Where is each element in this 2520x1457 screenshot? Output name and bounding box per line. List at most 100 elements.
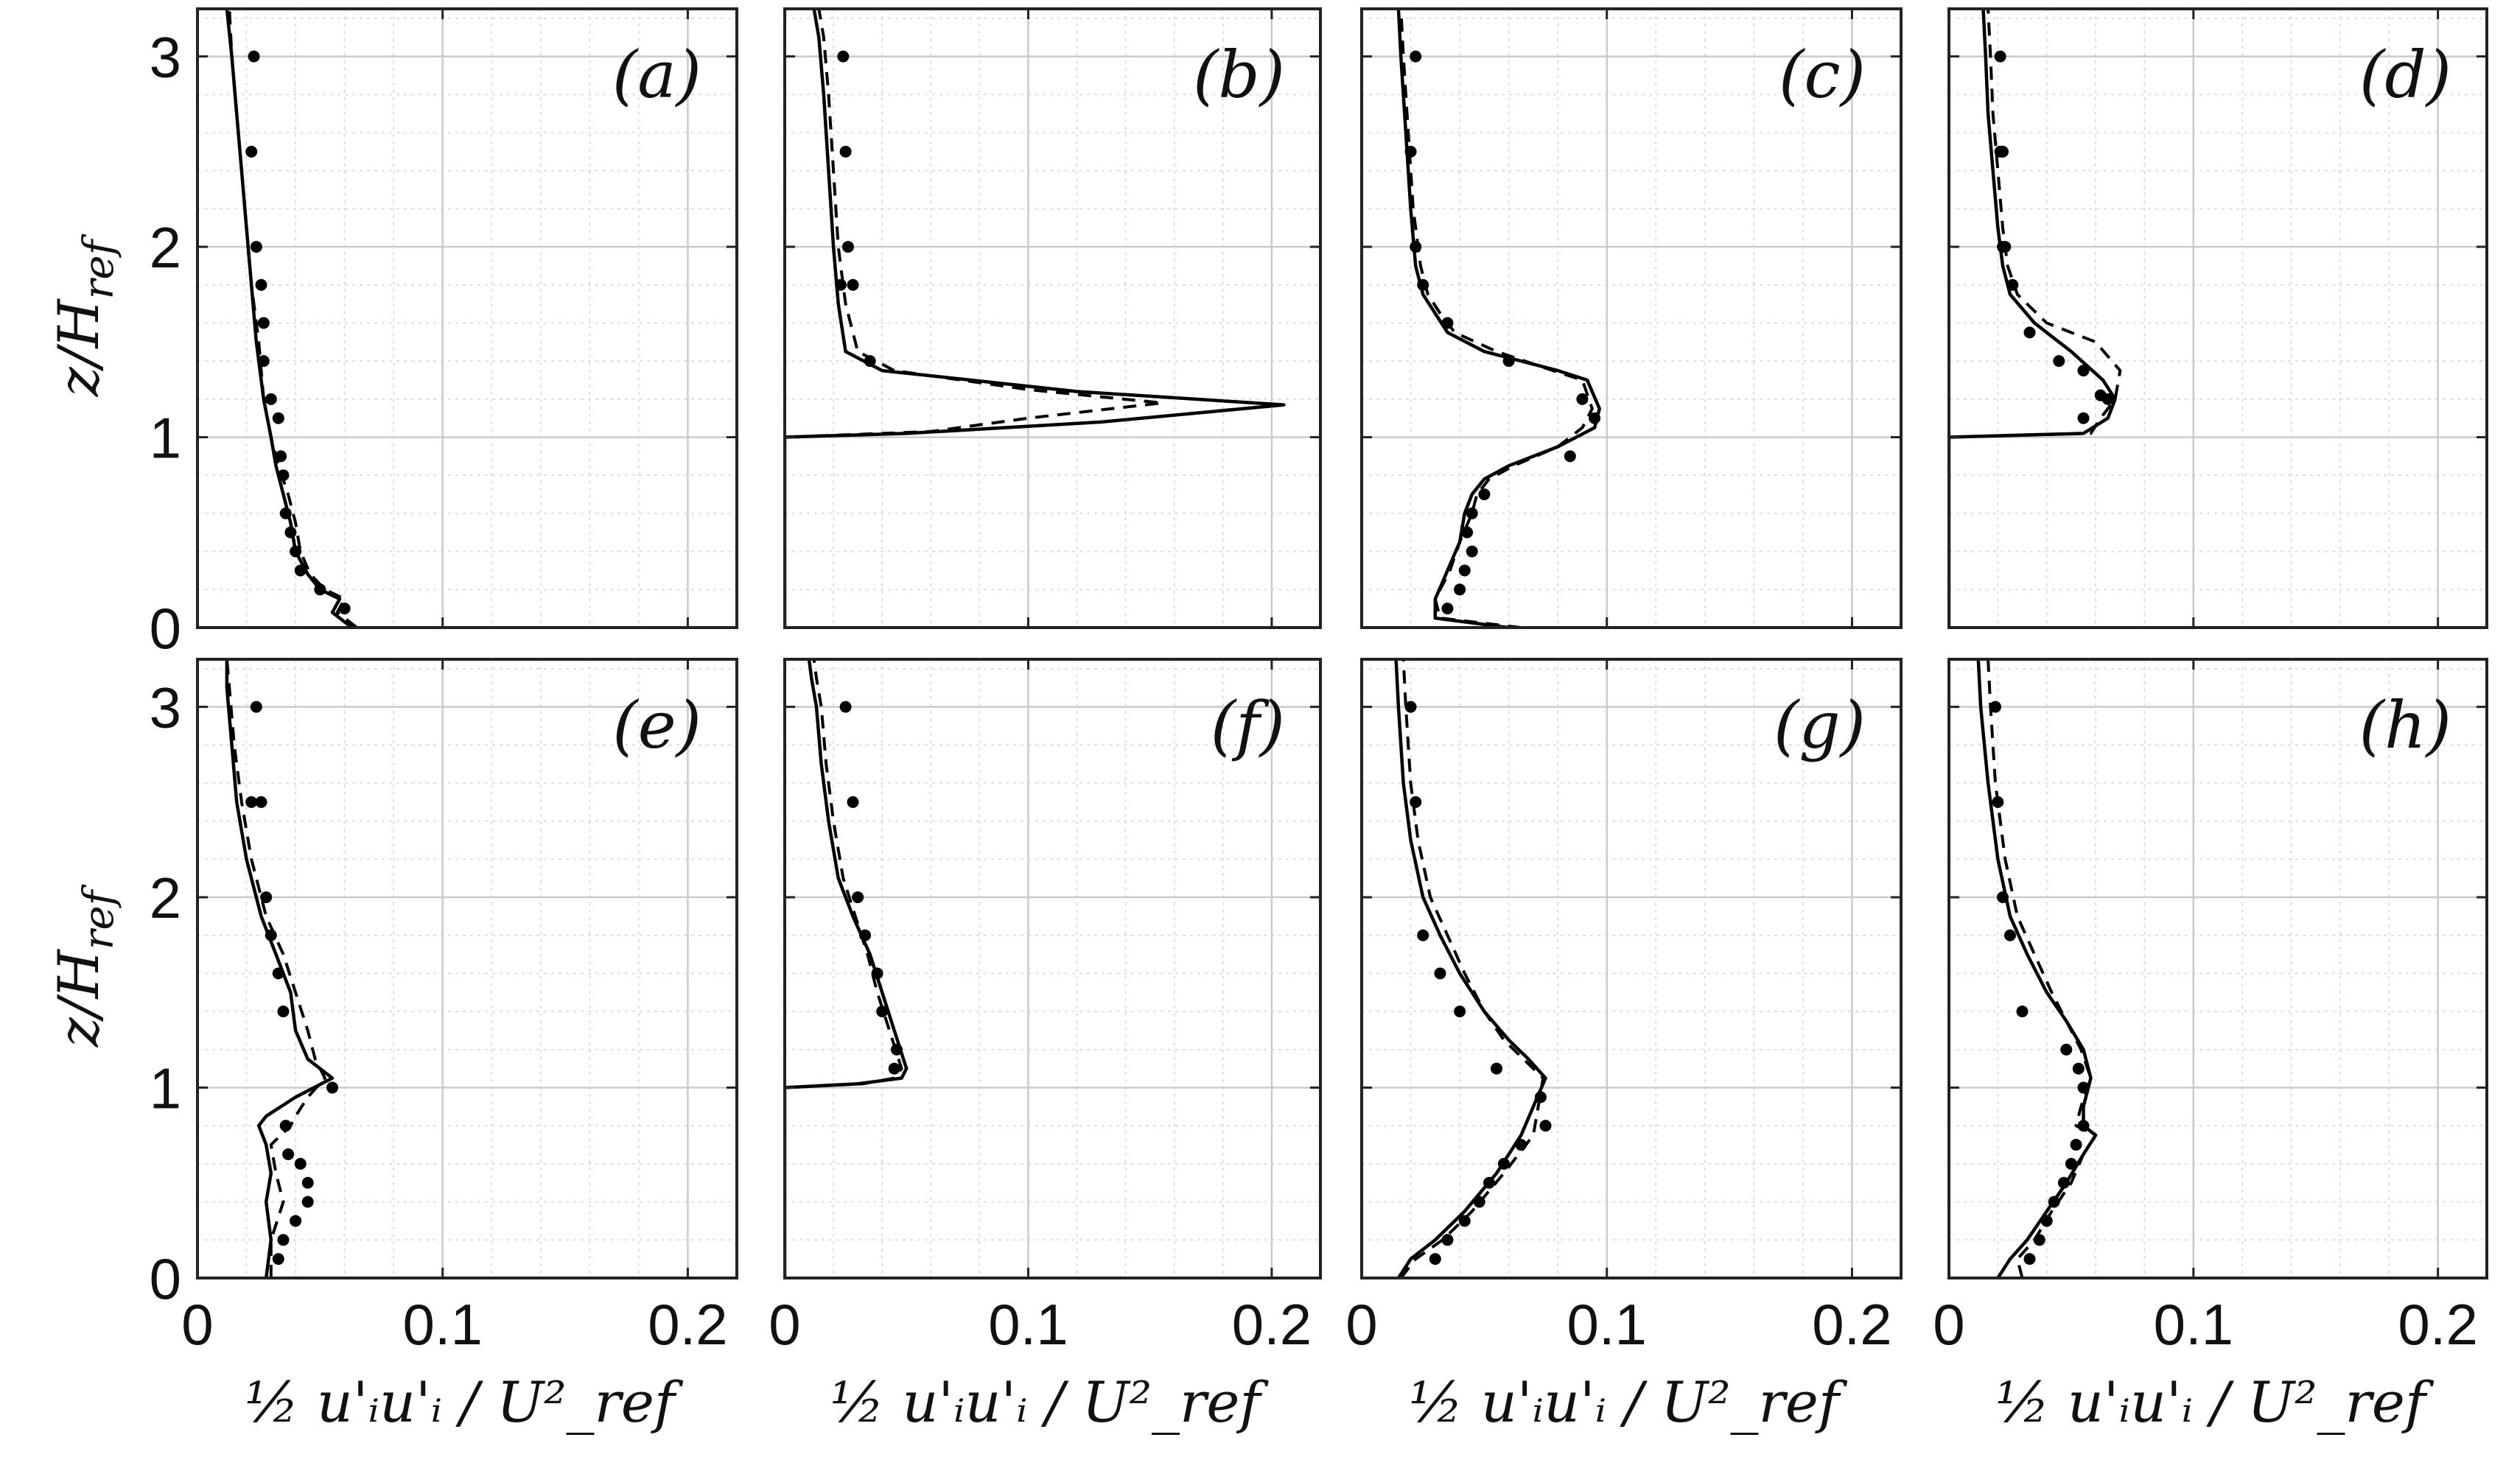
- data-point-marker: [2065, 1157, 2077, 1170]
- data-point-marker: [847, 796, 859, 808]
- dashed-series-line: [225, 659, 326, 1278]
- y-tick-label: 3: [150, 25, 181, 90]
- data-point-marker: [2033, 1234, 2045, 1246]
- data-point-marker: [1454, 1005, 1466, 1018]
- x-tick-label: 0.1: [2154, 1292, 2233, 1357]
- data-point-marker: [275, 450, 287, 463]
- x-axis-label: ½ u'ᵢu'ᵢ / U²_ref: [1995, 1369, 2435, 1435]
- data-point-marker: [1410, 50, 1422, 63]
- data-point-marker: [265, 393, 277, 405]
- panel-label: (e): [612, 687, 701, 763]
- panel-label: (c): [1779, 37, 1866, 113]
- data-point-marker: [1997, 145, 2009, 158]
- x-tick-label: 0: [1345, 1292, 1377, 1357]
- x-axis-label: ½ u'ᵢu'ᵢ / U²_ref: [245, 1369, 684, 1435]
- data-point-marker: [301, 1196, 314, 1208]
- data-point-marker: [2057, 1176, 2070, 1189]
- data-point-marker: [2077, 1120, 2090, 1132]
- panel-a: (a) 0 1 2 3 z/Href: [46, 7, 738, 661]
- data-point-marker: [888, 1062, 900, 1075]
- solid-series-line: [225, 659, 335, 1278]
- data-point-marker: [1461, 526, 1474, 538]
- y-axis-label: z/Href: [46, 233, 123, 397]
- data-point-marker: [2077, 412, 2090, 424]
- data-point-marker: [290, 545, 302, 558]
- data-point-marker: [301, 1176, 314, 1189]
- data-point-marker: [1478, 488, 1491, 501]
- x-tick-label: 0.1: [1567, 1292, 1647, 1357]
- series-group: [1396, 9, 1601, 628]
- data-point-marker: [1441, 603, 1454, 615]
- data-point-marker: [277, 1005, 290, 1018]
- data-point-marker: [2003, 929, 2016, 941]
- data-point-marker: [2023, 326, 2036, 339]
- panel-e: (e) 0 1 2 3 z/Href 0 0.1 0.2 ½ u'ᵢu'ᵢ / U²_ref: [46, 658, 738, 1435]
- dashed-series-line: [785, 659, 903, 1278]
- data-point-marker: [272, 967, 284, 980]
- solid-series-line: [1394, 659, 1547, 1278]
- data-point-marker: [255, 278, 267, 291]
- data-point-marker: [891, 1043, 903, 1056]
- data-point-marker: [1458, 1215, 1471, 1227]
- data-point-marker: [1466, 507, 1478, 519]
- data-point-marker: [2077, 365, 2090, 377]
- dashed-series-line: [228, 9, 358, 628]
- data-point-marker: [338, 603, 351, 615]
- x-axis-label: ½ u'ᵢu'ᵢ / U²_ref: [830, 1369, 1270, 1435]
- solid-series-line: [1976, 659, 2098, 1278]
- data-point-marker: [2094, 389, 2107, 401]
- dashed-series-line: [1399, 659, 1545, 1278]
- data-point-marker: [1441, 1234, 1454, 1246]
- data-point-marker: [2023, 1253, 2036, 1265]
- data-point-marker: [290, 1215, 302, 1227]
- data-point-marker: [314, 583, 326, 596]
- data-point-marker: [1589, 412, 1601, 424]
- data-point-marker: [1404, 145, 1417, 158]
- data-point-marker: [2006, 278, 2019, 291]
- data-point-marker: [839, 145, 852, 158]
- data-point-marker: [1997, 891, 2009, 904]
- data-point-marker: [859, 929, 872, 941]
- data-point-marker: [1534, 1091, 1547, 1103]
- y-tick-label: 1: [150, 406, 181, 471]
- data-point-marker: [294, 1157, 307, 1170]
- x-tick-label: 0: [769, 1292, 800, 1357]
- x-tick-label: 0.2: [1232, 1292, 1312, 1357]
- data-point-marker: [1483, 1176, 1496, 1189]
- panel-label: (d): [2359, 37, 2451, 113]
- data-point-marker: [277, 1234, 290, 1246]
- data-point-marker: [279, 1120, 292, 1132]
- data-point-marker: [250, 701, 262, 713]
- data-point-marker: [248, 50, 260, 63]
- data-point-marker: [876, 1005, 889, 1018]
- panel-c: (c): [1360, 7, 1903, 629]
- data-point-marker: [255, 796, 267, 808]
- solid-series-line: [1949, 9, 2117, 628]
- data-point-marker: [1458, 564, 1471, 577]
- data-point-marker: [837, 50, 850, 63]
- data-point-marker: [1992, 796, 2004, 808]
- data-point-marker: [260, 891, 273, 904]
- panel-h: (h) 0 0.1 0.2 ½ u'ᵢu'ᵢ / U²_ref: [1933, 658, 2488, 1435]
- data-point-marker: [839, 701, 852, 713]
- data-point-marker: [265, 929, 277, 941]
- solid-series-line: [785, 659, 909, 1278]
- series-group: [225, 9, 358, 628]
- y-tick-label: 0: [150, 1246, 181, 1311]
- series-group: [785, 9, 1286, 628]
- y-tick-label: 2: [150, 866, 181, 930]
- panel-g: (g) 0 0.1 0.2 ½ u'ᵢu'ᵢ / U²_ref: [1345, 658, 1903, 1435]
- data-point-marker: [841, 241, 854, 253]
- data-point-marker: [1454, 583, 1466, 596]
- axes-frame: [1947, 7, 2488, 629]
- data-point-marker: [277, 469, 290, 482]
- data-point-marker: [835, 278, 847, 291]
- data-point-marker: [1466, 545, 1478, 558]
- data-point-marker: [1473, 1196, 1485, 1208]
- data-point-marker: [847, 278, 859, 291]
- panel-b: (b): [783, 7, 1322, 629]
- axes-frame: [783, 7, 1322, 629]
- x-tick-label: 0.2: [648, 1292, 727, 1357]
- data-point-marker: [2072, 1062, 2085, 1075]
- data-point-marker: [294, 564, 307, 577]
